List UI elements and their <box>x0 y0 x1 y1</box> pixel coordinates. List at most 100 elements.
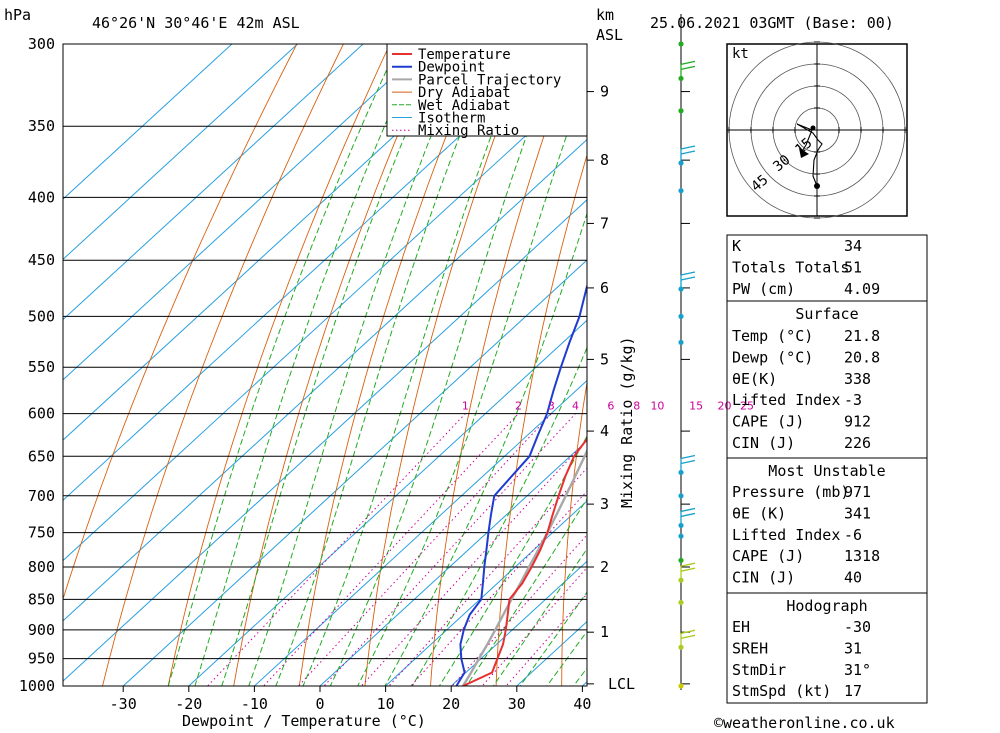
km-tick-label: 6 <box>600 279 609 297</box>
wind-barb <box>680 634 696 639</box>
hodograph-unit-label: kt <box>732 46 749 62</box>
index-row-value: 34 <box>844 237 862 255</box>
mixing-ratio-line <box>263 413 519 686</box>
km-tick-label: 5 <box>600 350 609 368</box>
temperature-tick-label: -10 <box>241 695 268 713</box>
pressure-tick-label: 800 <box>28 558 55 576</box>
hodograph-row-label: StmSpd (kt) <box>732 682 831 700</box>
surface-row-label: Temp (°C) <box>732 327 813 345</box>
wind-level-dot <box>678 599 684 606</box>
wind-level-dot <box>678 339 684 346</box>
hodograph-trace <box>796 123 823 187</box>
isotherm-line <box>319 440 587 686</box>
wind-barb <box>680 454 696 460</box>
most-unstable-row-value: 40 <box>844 569 862 587</box>
wet-adiabat-line <box>357 74 587 686</box>
wind-profile <box>678 14 696 690</box>
temperature-tick-label: 10 <box>377 695 395 713</box>
wind-barb <box>680 60 696 66</box>
hodograph-row-label: StmDir <box>732 661 786 679</box>
dry-adiabat-line <box>626 7 726 712</box>
temperature-tick-label: 30 <box>508 695 526 713</box>
mixing-ratio-line <box>297 413 552 686</box>
index-row-label: K <box>732 237 741 255</box>
km-axis-labels: 9 8 7 6 5 4 3 2 1 LCL <box>587 83 690 693</box>
dry-adiabat-line <box>561 380 587 686</box>
wind-barb <box>680 459 696 465</box>
mixing-ratio-label: 1 <box>462 400 469 413</box>
km-tick-label: 1 <box>600 623 609 641</box>
mixing-ratio-lines <box>206 413 587 686</box>
index-row-value: 4.09 <box>844 280 880 298</box>
wind-level-dot <box>678 683 684 689</box>
surface-row-label: Lifted Index <box>732 391 840 409</box>
wind-barb <box>680 512 696 518</box>
pressure-tick-label: 900 <box>28 621 55 639</box>
hodograph-row-value: 31 <box>844 639 862 657</box>
pressure-tick-label: 850 <box>28 590 55 608</box>
dry-adiabat-line <box>298 44 484 686</box>
isotherm-line <box>63 44 299 261</box>
pressure-tick-label: 500 <box>28 307 55 325</box>
km-tick-label: 4 <box>600 422 609 440</box>
wind-barb <box>680 507 696 513</box>
legend-item-label: Dry Adiabat <box>418 85 511 101</box>
most-unstable-row-label: CIN (J) <box>732 569 795 587</box>
wind-barb <box>680 562 696 567</box>
index-row-label: Totals Totals <box>732 258 849 276</box>
wet-adiabat-line <box>194 44 422 686</box>
isotherm-line <box>63 199 587 682</box>
surface-row-value: 912 <box>844 413 871 431</box>
wind-barb <box>680 629 696 634</box>
temperature-tick-label: -30 <box>110 695 137 713</box>
mixing-ratio-label: 25 <box>740 400 754 413</box>
km-tick-label: 2 <box>600 558 609 576</box>
isotherm-line <box>253 379 587 686</box>
x-axis-title: Dewpoint / Temperature (°C) <box>182 712 426 730</box>
hodograph-start-marker <box>814 183 820 189</box>
wet-adiabat-line <box>248 44 470 686</box>
dry-adiabat-line <box>63 44 298 601</box>
wet-adiabat-line <box>546 630 587 686</box>
most-unstable-table-title: Most Unstable <box>768 462 885 480</box>
location-title: 46°26'N 30°46'E 42m ASL <box>92 14 300 32</box>
surface-row-value: 226 <box>844 434 871 452</box>
pressure-tick-label: 600 <box>28 405 55 423</box>
km-tick-label: 7 <box>600 214 609 232</box>
mixing-ratio-axis-title: Mixing Ratio (g/kg) <box>618 336 636 508</box>
pressure-tick-label: 1000 <box>19 677 55 695</box>
wind-level-dot <box>678 313 684 319</box>
dry-adiabat-line <box>167 44 391 686</box>
pressure-tick-label: 350 <box>28 117 55 135</box>
wind-level-dot <box>678 188 684 194</box>
hodograph-row-label: EH <box>732 618 750 636</box>
wet-adiabat-line <box>221 44 445 686</box>
wind-level-dot <box>678 493 684 499</box>
parcel-trajectory-line <box>461 448 587 686</box>
mixing-ratio-label: 20 <box>717 400 731 413</box>
surface-table-title: Surface <box>795 305 858 323</box>
most-unstable-row-label: CAPE (J) <box>732 547 804 565</box>
mixing-ratio-label: 4 <box>572 400 579 413</box>
hodograph-row-label: SREH <box>732 639 768 657</box>
plot-frame <box>62 43 588 687</box>
pressure-unit-label: hPa <box>4 6 31 24</box>
surface-row-value: 21.8 <box>844 327 880 345</box>
dry-adiabat-line <box>102 44 344 686</box>
isotherm-line <box>450 560 587 686</box>
wind-level-dot <box>678 533 684 539</box>
isotherm-line <box>384 500 587 686</box>
mixing-ratio-line <box>206 413 466 686</box>
isotherm-line <box>63 44 233 200</box>
wind-barb <box>680 150 696 155</box>
mixing-ratio-line <box>451 534 587 686</box>
km-tick-label: 9 <box>600 83 609 101</box>
isotherm-line <box>188 319 587 686</box>
wet-adiabat-line <box>465 497 587 686</box>
pressure-tick-label: 300 <box>28 35 55 53</box>
temperature-tick-label: 0 <box>315 695 324 713</box>
credit-label: ©weatheronline.co.uk <box>714 714 895 732</box>
hodograph-table <box>726 592 928 704</box>
